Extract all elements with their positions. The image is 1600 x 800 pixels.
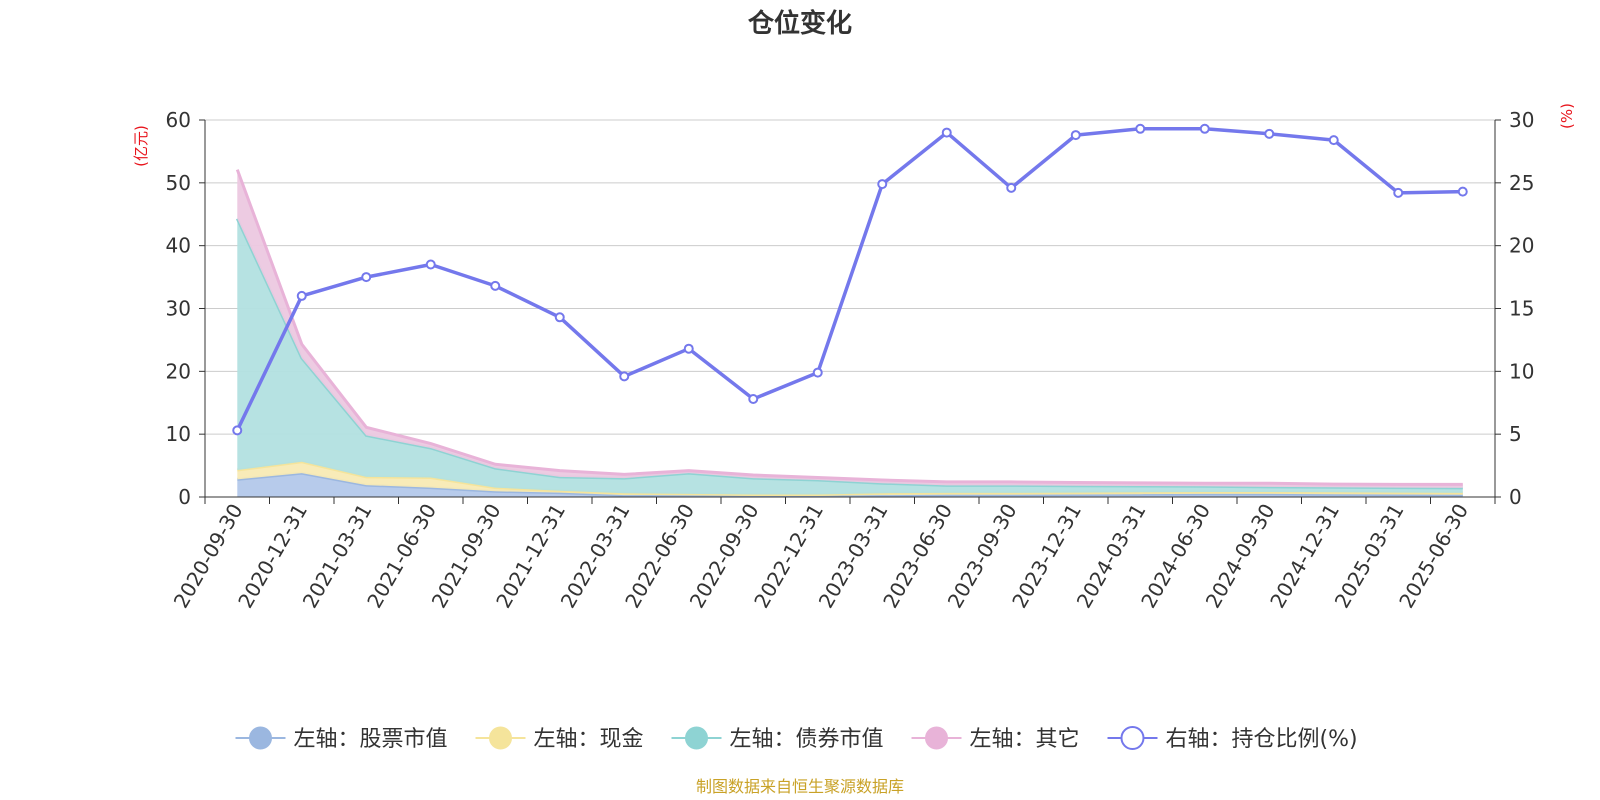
left-axis-tick-label: 20 bbox=[166, 359, 191, 383]
legend-label: 左轴：现金 bbox=[534, 727, 644, 752]
legend-item: 左轴：股票市值 bbox=[235, 726, 448, 752]
chart-title: 仓位变化 bbox=[747, 8, 852, 39]
right-axis-tick-label: 25 bbox=[1509, 171, 1534, 195]
legend-item: 左轴：其它 bbox=[911, 726, 1080, 752]
legend-marker bbox=[1120, 726, 1145, 750]
holding-ratio-point bbox=[941, 127, 952, 138]
holding-ratio-point bbox=[296, 290, 307, 301]
legend-marker bbox=[249, 726, 272, 750]
holding-ratio-point bbox=[1264, 128, 1275, 139]
holding-ratio-point bbox=[1070, 130, 1081, 141]
holding-ratio-point bbox=[877, 179, 888, 190]
right-axis-tick-label: 20 bbox=[1509, 234, 1534, 258]
area-左轴：债券市值 bbox=[237, 218, 1463, 495]
holding-ratio-point bbox=[1006, 182, 1017, 193]
right-axis-tick-label: 10 bbox=[1509, 359, 1534, 383]
legend-label: 左轴：其它 bbox=[970, 727, 1080, 752]
left-axis-tick-label: 10 bbox=[166, 422, 191, 446]
legend-marker bbox=[489, 726, 512, 750]
legend-marker bbox=[685, 726, 708, 750]
left-axis-tick-label: 60 bbox=[166, 108, 191, 132]
legend-label: 左轴：股票市值 bbox=[294, 727, 448, 752]
right-axis-tick-label: 0 bbox=[1509, 485, 1522, 509]
area-edge-左轴：债券市值 bbox=[235, 217, 1463, 490]
legend-item: 左轴：债券市值 bbox=[671, 726, 884, 752]
holding-ratio-point bbox=[1393, 187, 1404, 198]
holding-ratio-polyline bbox=[235, 127, 1463, 432]
left-axis-tick-label: 30 bbox=[166, 297, 191, 321]
holding-ratio-point bbox=[554, 312, 565, 323]
holding-ratio-point bbox=[425, 259, 436, 270]
holding-ratio-point bbox=[748, 393, 759, 404]
holding-ratio-point bbox=[619, 371, 630, 382]
legend-item: 右轴：持仓比例(%) bbox=[1107, 726, 1358, 752]
holding-ratio-line bbox=[232, 123, 1468, 436]
holding-ratio-point bbox=[232, 425, 243, 436]
holding-ratio-point bbox=[1457, 186, 1468, 197]
stacked-areas bbox=[235, 169, 1463, 498]
holding-ratio-point bbox=[812, 367, 823, 378]
holding-ratio-point bbox=[1135, 123, 1146, 134]
left-axis-unit: (亿元) bbox=[132, 125, 150, 167]
left-axis-tick-label: 40 bbox=[166, 234, 191, 258]
data-source-note: 制图数据来自恒生聚源数据库 bbox=[696, 777, 904, 796]
right-axis-tick-label: 30 bbox=[1509, 108, 1534, 132]
legend-marker bbox=[925, 726, 948, 750]
legend-label: 左轴：债券市值 bbox=[730, 727, 884, 752]
holding-ratio-point bbox=[683, 343, 694, 354]
area-edge-左轴：其它 bbox=[235, 169, 1463, 486]
holding-ratio-point bbox=[361, 272, 372, 283]
right-axis-unit: (%) bbox=[1558, 103, 1576, 129]
x-axis-tick-label: 2025-06-30 bbox=[1394, 500, 1473, 613]
right-axis-tick-label: 15 bbox=[1509, 297, 1534, 321]
legend: 左轴：股票市值 左轴：现金 左轴：债券市值 左轴：其它 右轴：持仓比例(%) bbox=[235, 726, 1358, 752]
left-axis-tick-label: 0 bbox=[178, 485, 191, 509]
holding-ratio-point bbox=[1328, 135, 1339, 146]
holding-ratio-point bbox=[490, 280, 501, 291]
right-axis-tick-label: 5 bbox=[1509, 422, 1522, 446]
grid-lines bbox=[205, 119, 1495, 435]
legend-item: 左轴：现金 bbox=[475, 726, 644, 752]
left-axis-tick-label: 50 bbox=[166, 171, 191, 195]
holding-ratio-point bbox=[1199, 123, 1210, 134]
legend-label: 右轴：持仓比例(%) bbox=[1166, 727, 1358, 752]
axes: 01020304050600510152025302020-09-302020-… bbox=[166, 108, 1535, 612]
